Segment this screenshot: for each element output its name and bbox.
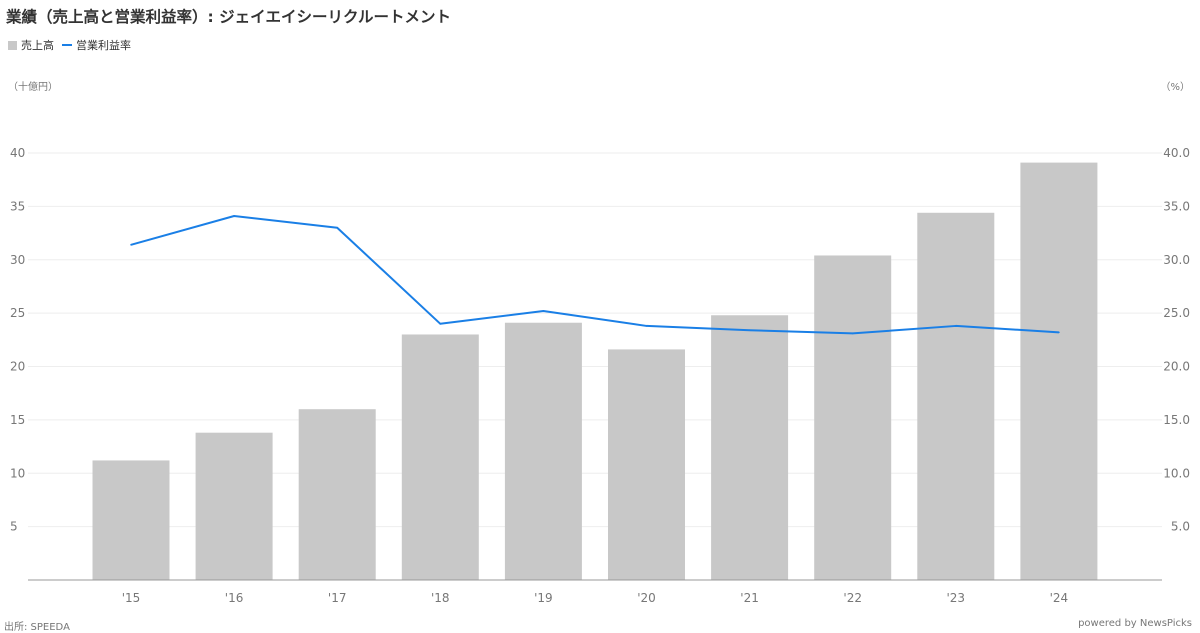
y-right-tick-label: 40.0	[1163, 146, 1190, 160]
bar-sales	[401, 334, 479, 580]
y-right-tick-label: 25.0	[1163, 306, 1190, 320]
y-left-tick-label: 25	[10, 306, 25, 320]
legend-label-sales: 売上高	[21, 39, 54, 52]
point-operating-margin	[851, 332, 854, 335]
y-left-tick-label: 5	[10, 520, 18, 534]
legend: 売上高 営業利益率	[8, 37, 139, 53]
bar-sales	[711, 315, 789, 580]
y-left-tick-label: 30	[10, 253, 25, 267]
legend-swatch-bar	[8, 40, 17, 50]
y-left-tick-label: 10	[10, 466, 25, 480]
x-tick-label: '21	[740, 591, 759, 605]
legend-item-margin: 営業利益率	[62, 37, 131, 53]
x-tick-label: '22	[843, 591, 862, 605]
x-tick-label: '18	[431, 591, 450, 605]
x-tick-label: '15	[122, 591, 141, 605]
x-tick-label: '16	[225, 591, 244, 605]
bar-sales	[195, 432, 273, 580]
bar-sales	[608, 349, 685, 580]
y-right-tick-label: 20.0	[1163, 360, 1190, 374]
legend-label-margin: 営業利益率	[76, 39, 131, 52]
legend-item-sales: 売上高	[8, 37, 54, 53]
point-operating-margin	[955, 325, 957, 327]
line-operating-margin	[130, 214, 1059, 335]
point-operating-margin	[1058, 331, 1060, 334]
x-tick-label: '19	[534, 591, 553, 605]
y-left-tick-label: 20	[10, 360, 25, 374]
x-tick-label: '24	[1050, 591, 1069, 605]
point-operating-margin	[130, 244, 132, 246]
y-right-tick-label: 30.0	[1163, 253, 1190, 267]
point-operating-margin	[645, 325, 648, 327]
bar-sales	[92, 460, 170, 580]
y-left-tick-label: 35	[10, 199, 25, 213]
x-tick-label: '20	[637, 591, 656, 605]
point-operating-margin	[336, 226, 339, 229]
y-right-tick-label: 5.0	[1171, 520, 1190, 534]
chart-title: 業績（売上高と営業利益率）: ジェイエイシーリクルートメント	[6, 8, 451, 26]
bar-sales	[814, 255, 892, 581]
y-right-tick-label: 35.0	[1163, 199, 1190, 213]
left-axis-unit: （十億円）	[8, 82, 58, 93]
x-tick-label: '23	[947, 591, 966, 605]
y-left-tick-label: 40	[10, 146, 25, 160]
source-note: 出所: SPEEDA	[4, 622, 70, 633]
powered-by-note: powered by NewsPicks	[1078, 618, 1192, 629]
bar-sales	[1020, 162, 1098, 581]
bar-sales	[917, 212, 995, 580]
point-operating-margin	[748, 329, 751, 332]
point-operating-margin	[439, 323, 442, 325]
y-right-tick-label: 15.0	[1163, 413, 1190, 427]
bar-sales	[298, 409, 376, 580]
point-operating-margin	[542, 310, 545, 312]
right-axis-unit: （%）	[1160, 82, 1190, 93]
y-right-tick-label: 10.0	[1163, 466, 1190, 480]
point-operating-margin	[233, 215, 235, 217]
y-left-tick-label: 15	[10, 413, 25, 427]
x-tick-label: '17	[328, 591, 347, 605]
bar-sales	[504, 322, 582, 580]
legend-swatch-line	[62, 44, 72, 46]
